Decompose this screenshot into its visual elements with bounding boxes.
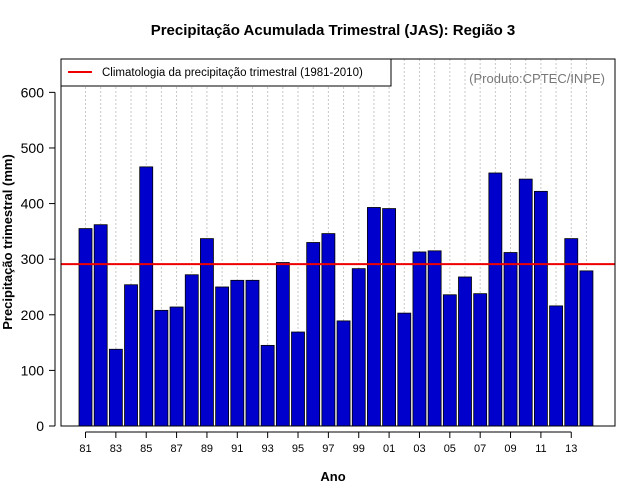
x-tick-label-89: 89 — [201, 443, 213, 455]
x-tick-label-03: 03 — [413, 443, 425, 455]
bar-84 — [124, 284, 138, 427]
source-annotation: (Produto:CPTEC/INPE) — [469, 71, 605, 86]
bar-91 — [230, 279, 245, 427]
bar-95 — [291, 331, 305, 427]
bar-81 — [78, 228, 93, 427]
bar-88 — [184, 274, 199, 427]
bar-97 — [321, 233, 336, 427]
x-tick-label-87: 87 — [170, 443, 182, 455]
bar-04 — [427, 250, 442, 427]
bar-12 — [549, 305, 563, 427]
legend-label: Climatologia da precipitação trimestral … — [102, 67, 363, 79]
y-tick-label-600: 600 — [21, 84, 45, 100]
x-axis: 81 83 85 87 89 91 93 95 97 99 01 03 05 07 09 11 13 — [79, 431, 577, 455]
y-tick-label-0: 0 — [36, 418, 44, 434]
bar-00 — [367, 207, 381, 427]
y-tick-label-100: 100 — [21, 362, 45, 378]
legend-box — [60, 58, 392, 87]
bar-11 — [534, 190, 548, 427]
bar-08 — [488, 172, 503, 427]
bar-13 — [564, 238, 579, 427]
bar-09 — [503, 252, 518, 427]
y-tick-label-200: 200 — [21, 307, 45, 323]
bar-06 — [458, 276, 472, 427]
x-tick-label-07: 07 — [474, 443, 486, 455]
bar-01 — [382, 208, 397, 427]
x-tick-label-05: 05 — [444, 443, 456, 455]
chart-title: Precipitação Acumulada Trimestral (JAS):… — [151, 22, 516, 39]
bar-05 — [442, 294, 457, 427]
x-tick-label-13: 13 — [565, 443, 577, 455]
bar-85 — [139, 166, 154, 427]
y-axis-title: Precipitação trimestral (mm) — [0, 154, 15, 330]
y-tick-label-500: 500 — [21, 140, 45, 156]
y-tick-label-400: 400 — [21, 196, 45, 212]
x-tick-label-91: 91 — [231, 443, 243, 455]
bar-07 — [473, 293, 488, 427]
bar-86 — [154, 309, 169, 427]
bar-14 — [579, 270, 594, 427]
x-tick-label-83: 83 — [110, 443, 122, 455]
bar-82 — [93, 224, 108, 427]
bar-03 — [412, 251, 427, 427]
bar-02 — [397, 312, 412, 427]
x-tick-label-97: 97 — [322, 443, 334, 455]
bars — [78, 166, 594, 427]
x-tick-label-11: 11 — [535, 443, 546, 455]
bar-89 — [200, 238, 214, 427]
x-tick-label-01: 01 — [383, 443, 395, 455]
x-tick-label-93: 93 — [262, 443, 274, 455]
bar-83 — [108, 348, 123, 427]
bar-90 — [215, 286, 230, 427]
bar-87 — [169, 306, 184, 427]
bar-10 — [518, 178, 533, 427]
x-axis-title: Ano — [320, 469, 345, 484]
x-tick-label-85: 85 — [140, 443, 152, 455]
x-tick-label-81: 81 — [79, 443, 91, 455]
bar-99 — [351, 268, 366, 427]
bar-94 — [275, 262, 290, 427]
bar-98 — [336, 320, 351, 427]
x-tick-label-95: 95 — [292, 443, 304, 455]
bar-96 — [306, 242, 321, 427]
y-axis: 0 100 200 300 400 500 600 — [21, 84, 56, 434]
bar-93 — [260, 344, 275, 427]
legend: Climatologia da precipitação trimestral … — [60, 58, 392, 87]
x-tick-label-99: 99 — [353, 443, 365, 455]
bar-92 — [245, 279, 260, 427]
x-tick-label-09: 09 — [504, 443, 516, 455]
y-tick-label-300: 300 — [21, 251, 45, 267]
